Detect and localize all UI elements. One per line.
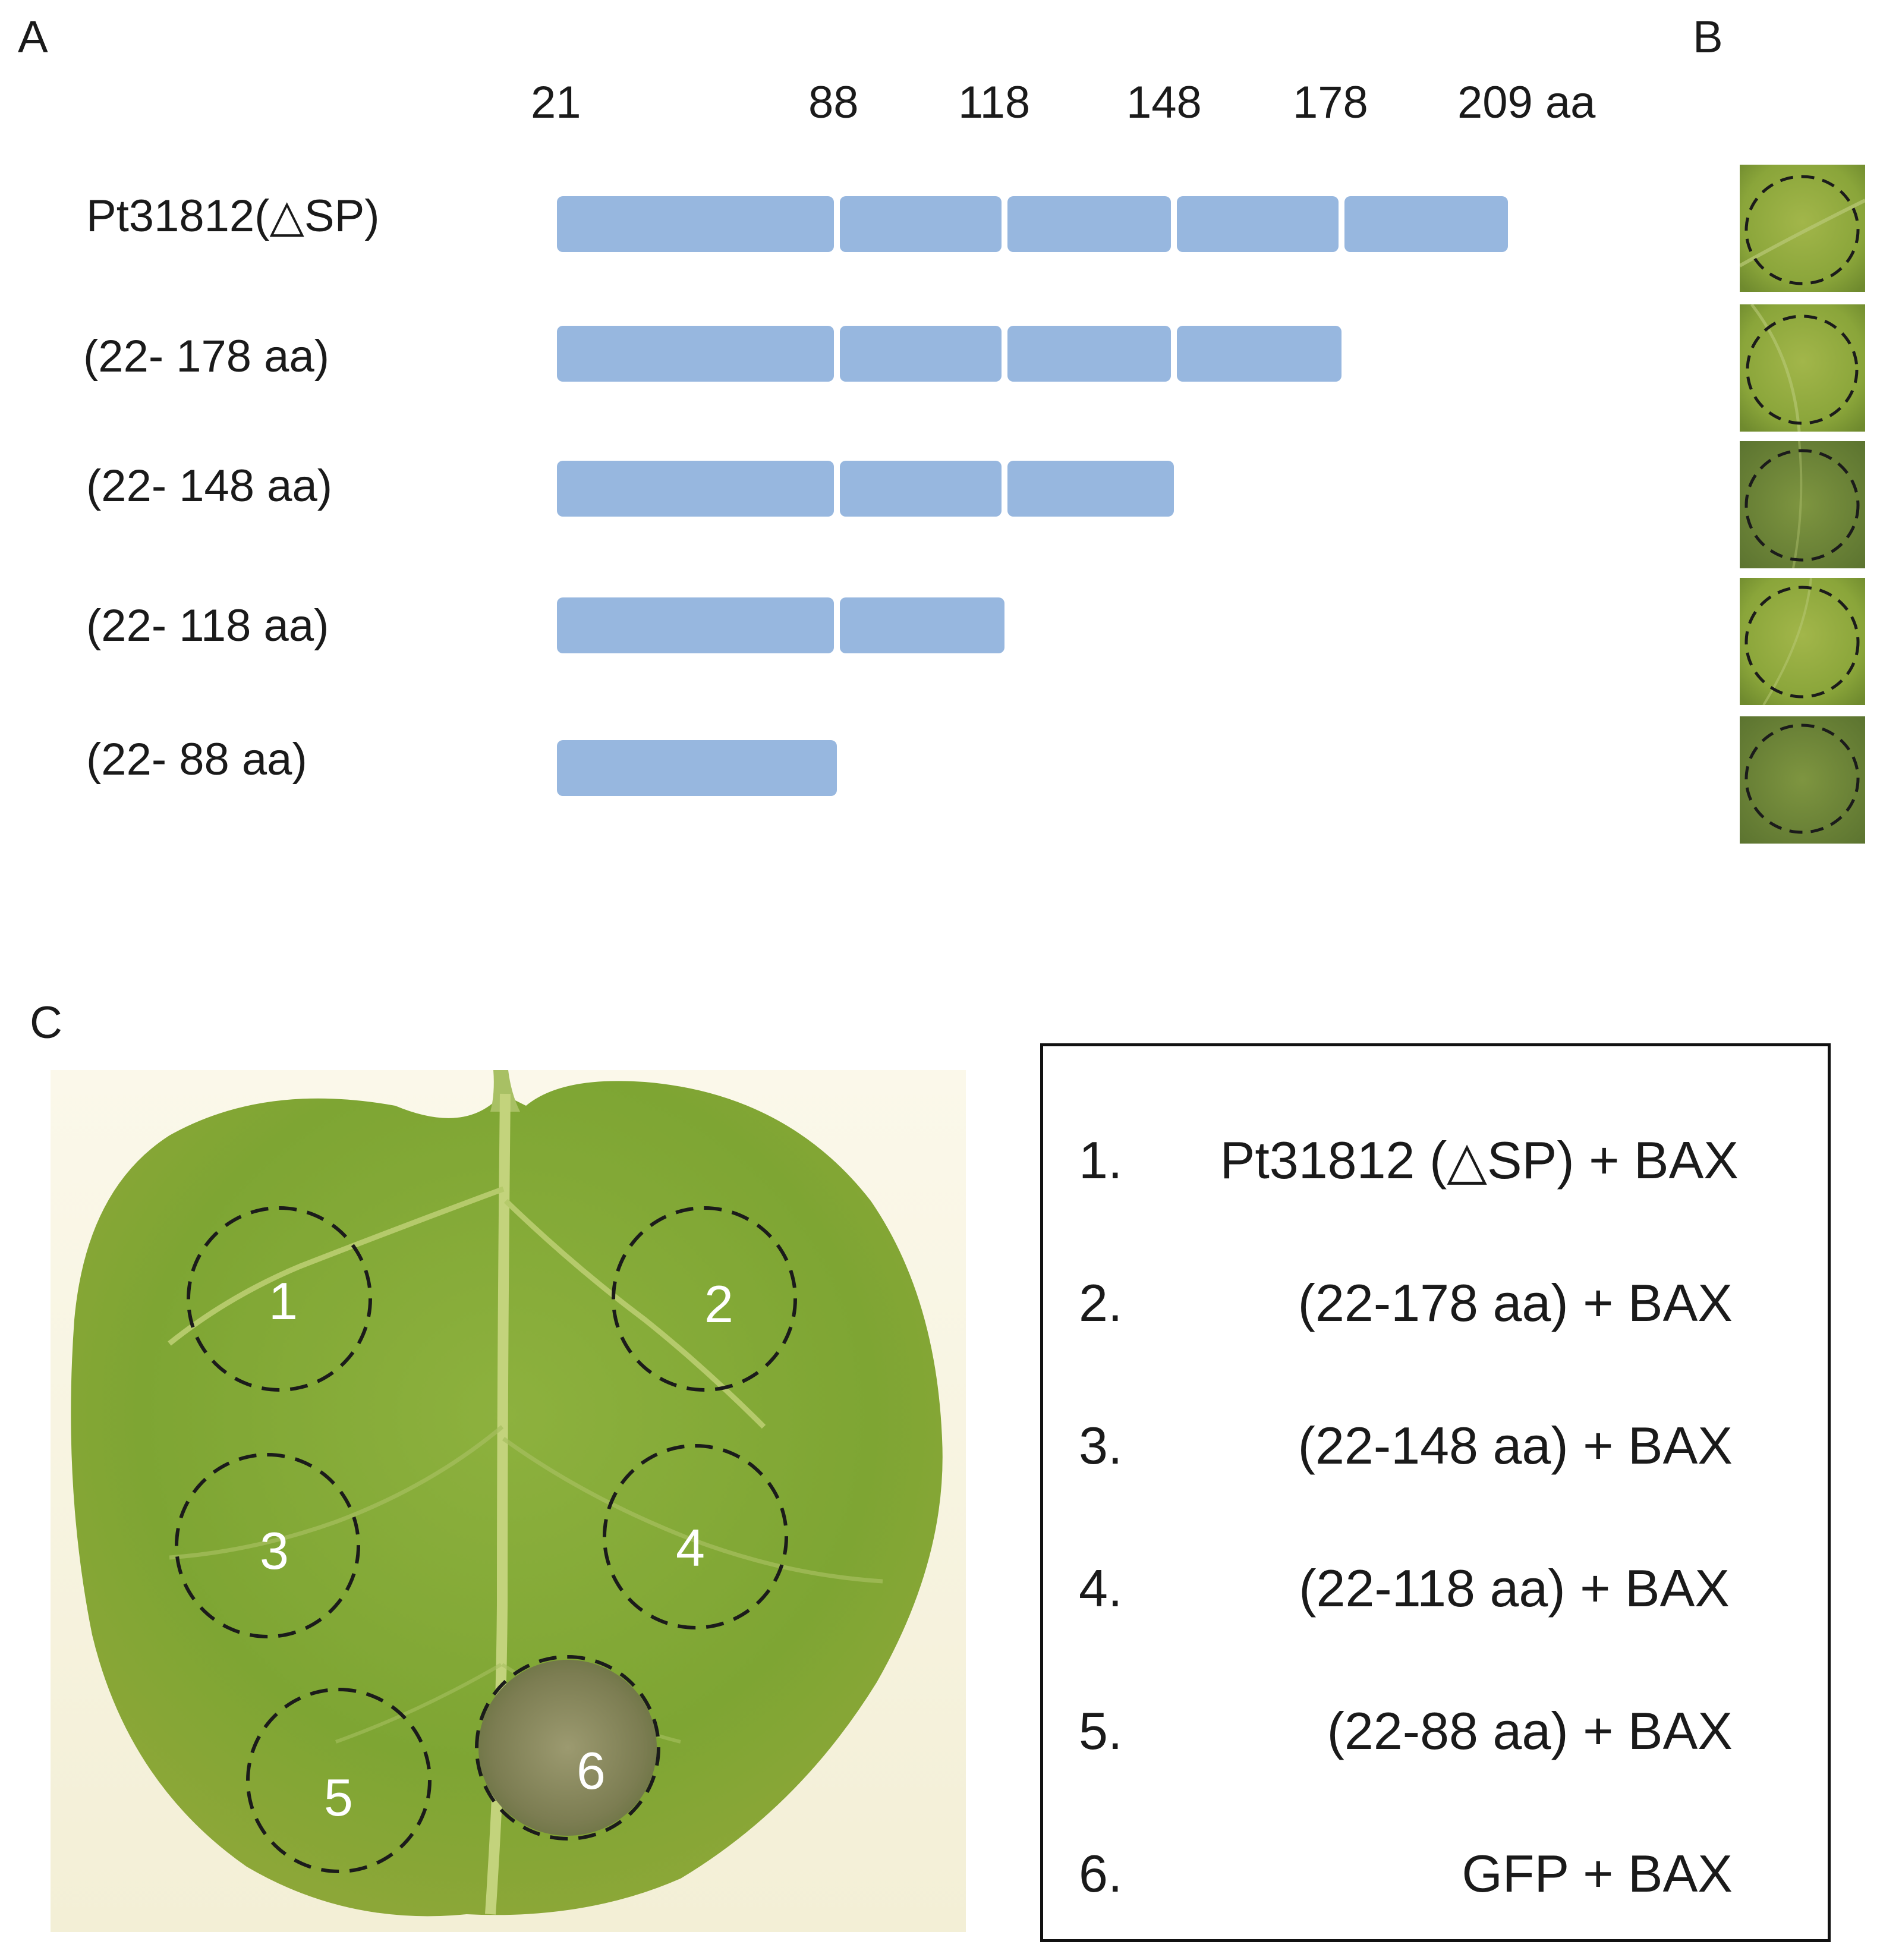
legend-text: GFP + BAX: [1462, 1844, 1733, 1903]
spot-label: 5: [324, 1768, 353, 1827]
leaf-spot-thumbnail: [1740, 578, 1865, 705]
domain-segment: [557, 461, 834, 517]
spot-label: 1: [269, 1272, 298, 1330]
treatment-legend: 1. Pt31812 (△SP) + BAX 2. (22-178 aa) + …: [1040, 1043, 1831, 1942]
domain-segment: [840, 196, 1002, 252]
domain-segment: [840, 461, 1002, 517]
domain-segment: [557, 597, 834, 653]
domain-segment: [557, 326, 834, 382]
legend-number: 1.: [1079, 1131, 1123, 1190]
legend-text: (22-178 aa) + BAX: [1298, 1273, 1733, 1332]
tick-label: 118: [958, 77, 1031, 128]
legend-number: 4.: [1079, 1559, 1123, 1618]
panel-c-letter: C: [30, 998, 62, 1048]
legend-text: Pt31812 (△SP) + BAX: [1220, 1131, 1739, 1190]
leaf-spot-thumbnail: [1740, 716, 1865, 844]
domain-segment: [1177, 196, 1339, 252]
tick-label: 209 aa: [1457, 77, 1596, 128]
domain-segment: [557, 196, 834, 252]
legend-number: 2.: [1079, 1273, 1123, 1332]
tick-label: 148: [1126, 77, 1202, 128]
legend-text: (22-118 aa) + BAX: [1299, 1559, 1730, 1618]
spot-label: 4: [676, 1518, 705, 1577]
legend-number: 3.: [1079, 1416, 1123, 1475]
leaf-spot-thumbnail: [1740, 165, 1865, 292]
domain-segment: [1007, 461, 1174, 517]
legend-number: 6.: [1079, 1844, 1123, 1903]
panel-b-letter: B: [1693, 12, 1723, 62]
panel-a-letter: A: [18, 12, 48, 62]
tick-label: 178: [1293, 77, 1368, 128]
spot-label: 2: [704, 1275, 733, 1333]
spot-label: 3: [260, 1521, 289, 1580]
domain-segment: [1007, 326, 1171, 382]
legend-number: 5.: [1079, 1701, 1123, 1760]
domain-segment: [1177, 326, 1341, 382]
construct-label: (22- 148 aa): [86, 461, 333, 511]
construct-label: (22- 118 aa): [86, 600, 329, 651]
domain-segment: [840, 326, 1002, 382]
domain-segment: [840, 597, 1004, 653]
leaf-spot-thumbnail: [1740, 441, 1865, 568]
domain-segment: [1007, 196, 1171, 252]
domain-segment: [1344, 196, 1508, 252]
construct-label: Pt31812(△SP): [86, 191, 380, 241]
leaf-photo: [51, 1070, 966, 1932]
legend-text: (22-148 aa) + BAX: [1298, 1416, 1733, 1475]
tick-label: 88: [808, 77, 859, 128]
legend-text: (22-88 aa) + BAX: [1327, 1701, 1733, 1760]
leaf-spot-thumbnail: [1740, 304, 1865, 432]
spot-label: 6: [577, 1741, 606, 1800]
tick-label: 21: [531, 77, 581, 128]
domain-segment: [557, 740, 837, 796]
construct-label: (22- 88 aa): [86, 734, 307, 785]
construct-label: (22- 178 aa): [83, 331, 330, 382]
